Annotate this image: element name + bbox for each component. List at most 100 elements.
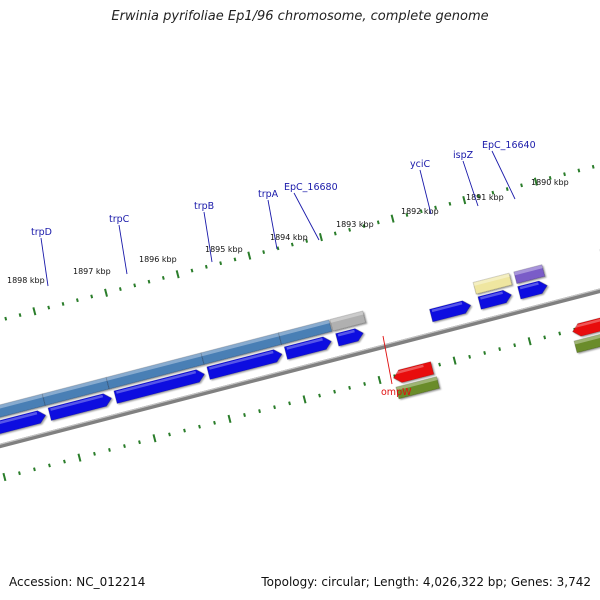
kbp-tick-label: 1893 kbp xyxy=(336,220,374,229)
gene-bar-sheen xyxy=(0,393,44,437)
minor-tick xyxy=(305,238,309,243)
minor-tick xyxy=(213,420,216,425)
minor-tick xyxy=(161,276,165,280)
minor-tick xyxy=(183,428,186,433)
minor-tick xyxy=(4,316,8,321)
gene-bar-sheen xyxy=(574,322,600,345)
minor-tick xyxy=(190,268,194,273)
forward-cds-arrow-yciC xyxy=(429,300,472,323)
forward-cds-arrow-4 xyxy=(206,349,283,380)
cds-sheen xyxy=(573,315,600,329)
major-tick xyxy=(527,337,532,346)
major-tick xyxy=(152,434,157,443)
minor-tick xyxy=(90,294,94,299)
minor-tick xyxy=(348,385,351,390)
gene-bar-sheen xyxy=(42,377,108,398)
gene-label-EpC_16640: EpC_16640 xyxy=(482,140,536,151)
forward-cds-arrow-1 xyxy=(0,410,47,461)
kbp-tick-label: 1896 kbp xyxy=(139,255,177,264)
reverse-cds-arrow-2 xyxy=(572,312,600,337)
cds-sheen xyxy=(116,370,197,394)
major-tick xyxy=(2,472,7,482)
minor-tick xyxy=(204,264,208,269)
minor-tick xyxy=(348,227,352,232)
minor-tick xyxy=(147,279,151,284)
gene-bar-sheen xyxy=(473,273,510,286)
gene-bar-sheen xyxy=(513,264,543,276)
minor-tick xyxy=(133,283,137,288)
accession-text: Accession: NC_012214 xyxy=(9,575,146,589)
major-tick xyxy=(318,233,323,242)
chromosome-line xyxy=(0,243,600,474)
minor-tick xyxy=(491,190,495,195)
minor-tick xyxy=(548,175,552,180)
minor-tick xyxy=(123,444,126,448)
forward-cds-arrow-7 xyxy=(477,289,512,310)
minor-tick xyxy=(48,463,51,468)
major-tick xyxy=(227,414,232,423)
minor-tick xyxy=(233,257,237,262)
gene-label-trpC: trpC xyxy=(109,214,130,225)
major-tick xyxy=(32,307,37,316)
inner-kbp-ruler xyxy=(2,323,592,482)
minor-tick xyxy=(363,382,367,386)
leader-line-trpD xyxy=(40,237,49,287)
minor-tick xyxy=(276,246,280,251)
cds-sheen xyxy=(519,282,539,290)
inner-ruler-ticks xyxy=(2,323,592,482)
minor-tick xyxy=(138,440,141,445)
kbp-tick-label: 1898 kbp xyxy=(7,276,45,285)
minor-tick xyxy=(273,405,276,410)
major-tick xyxy=(302,395,307,404)
major-tick xyxy=(462,195,467,205)
forward-cds-arrow-5 xyxy=(283,336,332,360)
cds-sheen xyxy=(394,364,424,375)
map-title: Erwinia pyrifoliae Ep1/96 chromosome, co… xyxy=(111,9,489,24)
gene-label-ompW: ompW xyxy=(381,387,412,398)
minor-tick xyxy=(498,347,502,351)
minor-tick xyxy=(543,335,547,340)
gene-label-yciC: yciC xyxy=(410,159,430,170)
minor-tick xyxy=(558,331,562,336)
kbp-tick-label: 1890 kbp xyxy=(531,178,569,187)
gene-bar-ompW xyxy=(395,376,440,400)
reverse-cds-arrow-ompW xyxy=(393,361,435,383)
minor-tick xyxy=(563,172,566,177)
leader-line-ispZ xyxy=(462,160,479,207)
forward-cds-arrow-2 xyxy=(47,393,113,421)
minor-tick xyxy=(47,305,51,310)
kbp-tick-label: 1891 kbp xyxy=(466,193,504,202)
major-tick xyxy=(452,356,457,365)
major-tick xyxy=(77,453,82,462)
gene-bar-trpA xyxy=(278,319,333,345)
gene-bar-sheen xyxy=(395,376,438,391)
outer-ruler-ticks xyxy=(4,164,595,321)
minor-tick xyxy=(468,354,472,359)
gene-label-layer: trpD trpC trpB trpA EpC_16680 yciC ispZ EpC_166… xyxy=(31,140,536,398)
minor-tick xyxy=(243,413,246,417)
kbp-tick-label: 1894 kbp xyxy=(270,233,308,242)
gene-bar-sheen xyxy=(106,352,202,381)
cds-track xyxy=(0,280,600,461)
minor-tick xyxy=(405,213,409,217)
leader-line-trpC xyxy=(118,224,128,275)
minor-tick xyxy=(288,401,291,406)
gene-bar-EpC_16680 xyxy=(329,310,367,332)
gene-bar-sheen xyxy=(201,332,280,357)
leader-line-EpC_16640 xyxy=(491,150,516,200)
leader-line-ompW xyxy=(382,335,393,385)
gene-bar-olive xyxy=(573,321,600,354)
kbp-tick-label: 1897 kbp xyxy=(73,267,111,276)
genome-summary-text: Topology: circular; Length: 4,026,322 bp… xyxy=(261,575,591,589)
minor-tick xyxy=(591,164,595,169)
minor-tick xyxy=(419,209,423,214)
minor-tick xyxy=(577,168,581,173)
minor-tick xyxy=(477,194,480,199)
cds-sheen xyxy=(0,411,38,451)
minor-tick xyxy=(118,287,122,292)
forward-cds-arrow-3 xyxy=(113,369,205,404)
minor-tick xyxy=(219,261,223,266)
minor-tick xyxy=(198,424,201,429)
minor-tick xyxy=(93,451,96,456)
